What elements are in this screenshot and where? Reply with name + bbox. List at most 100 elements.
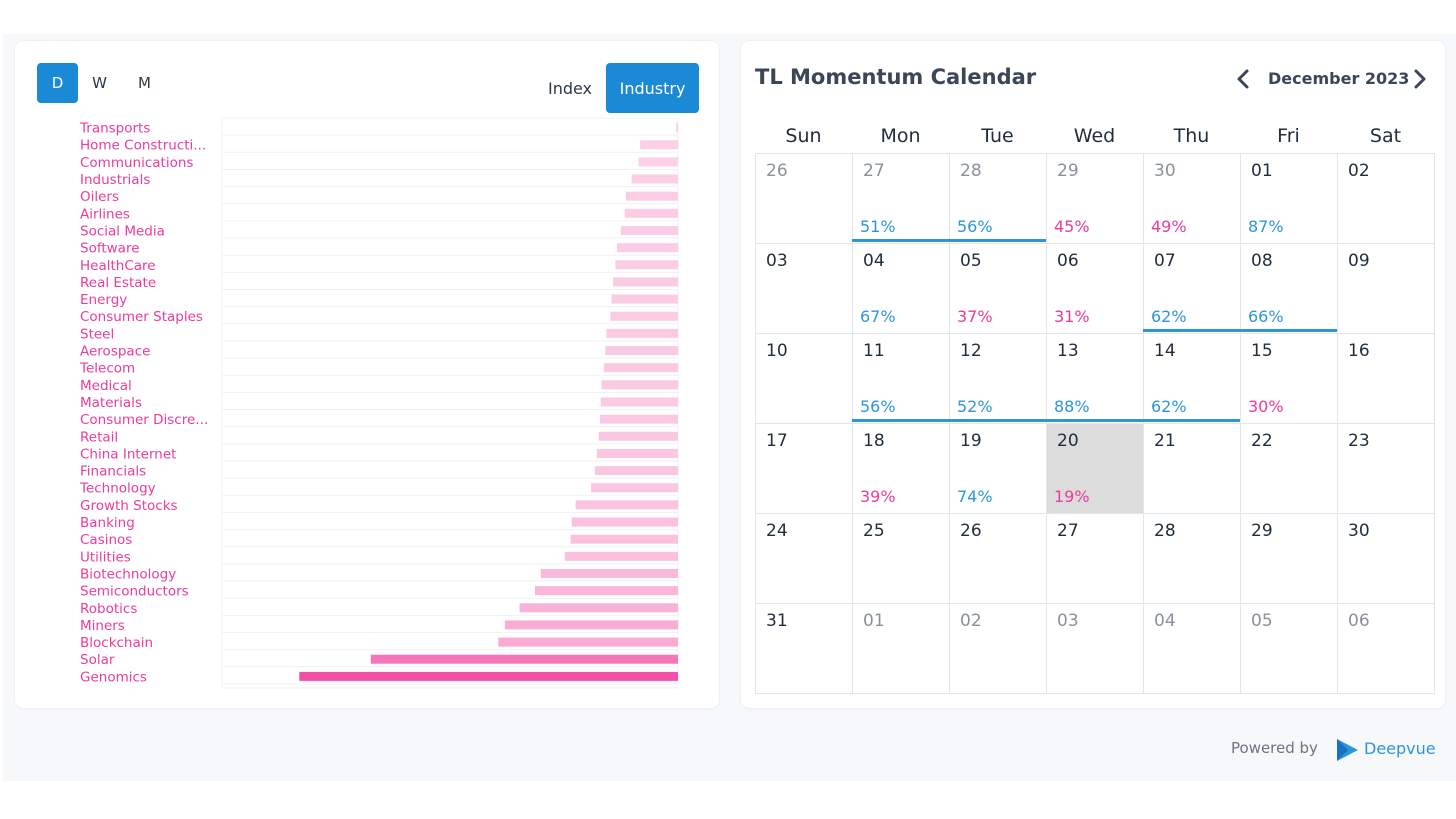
calendar-day-cell[interactable]: 01 87% (1240, 153, 1338, 244)
day-number: 03 (766, 251, 788, 271)
calendar-day-cell[interactable]: 03 (755, 243, 853, 334)
calendar-day-cell[interactable]: 06 31% (1046, 243, 1144, 334)
day-number: 03 (1057, 611, 1079, 631)
chevron-left-icon[interactable] (1233, 67, 1255, 91)
calendar-day-cell[interactable]: 26 (755, 153, 853, 244)
calendar-day-cell[interactable]: 31 (755, 603, 853, 694)
day-number: 04 (863, 251, 885, 271)
industry-bar[interactable] (504, 620, 678, 630)
industry-bar[interactable] (631, 174, 678, 184)
industry-bar[interactable] (610, 311, 678, 321)
calendar-day-cell[interactable]: 18 39% (852, 423, 950, 514)
day-number: 06 (1057, 251, 1079, 271)
industry-bar[interactable] (540, 568, 678, 578)
calendar-day-cell[interactable]: 26 (949, 513, 1047, 604)
calendar-day-cell[interactable]: 27 51% (852, 153, 950, 244)
calendar-day-cell[interactable]: 17 (755, 423, 853, 514)
industry-bar[interactable] (638, 157, 678, 167)
calendar-day-cell[interactable]: 10 (755, 333, 853, 424)
calendar-day-cell[interactable]: 30 49% (1143, 153, 1241, 244)
industry-bar[interactable] (616, 243, 678, 253)
industry-bar[interactable] (613, 277, 678, 287)
calendar-day-cell[interactable]: 02 (1337, 153, 1435, 244)
industry-bar[interactable] (600, 397, 678, 407)
industry-toggle-button[interactable]: Industry (606, 63, 699, 113)
category-label: Robotics (80, 601, 137, 617)
industry-bar[interactable] (611, 294, 678, 304)
category-label: Medical (80, 378, 132, 394)
calendar-day-cell[interactable]: 14 62% (1143, 333, 1241, 424)
calendar-day-cell[interactable]: 04 67% (852, 243, 950, 334)
calendar-day-cell[interactable]: 15 30% (1240, 333, 1338, 424)
calendar-day-cell[interactable]: 09 (1337, 243, 1435, 334)
momentum-percent: 74% (957, 487, 993, 506)
day-number: 30 (1348, 521, 1370, 541)
calendar-day-cell[interactable]: 28 56% (949, 153, 1047, 244)
industry-bar[interactable] (591, 483, 678, 493)
industry-bar[interactable] (599, 414, 678, 424)
calendar-day-cell[interactable]: 30 (1337, 513, 1435, 604)
deepvue-logo-icon[interactable] (1334, 737, 1360, 763)
industry-bar[interactable] (605, 346, 678, 356)
period-day-button[interactable]: D (37, 63, 78, 103)
industry-bar[interactable] (575, 500, 678, 510)
industry-bar[interactable] (601, 380, 678, 390)
industry-bar[interactable] (624, 208, 678, 218)
index-toggle-button[interactable]: Index (547, 78, 593, 98)
calendar-day-cell[interactable]: 06 (1337, 603, 1435, 694)
industry-bar[interactable] (299, 671, 678, 681)
chevron-right-icon[interactable] (1408, 67, 1430, 91)
calendar-day-cell[interactable]: 05 37% (949, 243, 1047, 334)
industry-bar[interactable] (535, 586, 678, 596)
industry-bar[interactable] (596, 448, 678, 458)
calendar-day-cell[interactable]: 01 (852, 603, 950, 694)
industry-bar[interactable] (571, 517, 678, 527)
category-label: Consumer Discre... (80, 412, 208, 428)
calendar-day-cell-today[interactable]: 20 19% (1046, 423, 1144, 514)
period-week-button[interactable]: W (92, 74, 107, 92)
day-number: 29 (1057, 161, 1079, 181)
calendar-day-cell[interactable]: 11 56% (852, 333, 950, 424)
calendar-day-cell[interactable]: 22 (1240, 423, 1338, 514)
day-number: 20 (1057, 431, 1079, 451)
industry-bar[interactable] (498, 637, 678, 647)
industry-bar[interactable] (594, 466, 678, 476)
calendar-day-cell[interactable]: 23 (1337, 423, 1435, 514)
calendar-day-cell[interactable]: 05 (1240, 603, 1338, 694)
deepvue-brand-link[interactable]: Deepvue (1364, 739, 1436, 758)
calendar-day-cell[interactable]: 29 (1240, 513, 1338, 604)
calendar-day-cell[interactable]: 04 (1143, 603, 1241, 694)
industry-bar[interactable] (564, 551, 678, 561)
industry-bar[interactable] (370, 654, 678, 664)
calendar-day-cell[interactable]: 02 (949, 603, 1047, 694)
industry-bar[interactable] (676, 123, 678, 133)
calendar-day-cell[interactable]: 03 (1046, 603, 1144, 694)
industry-bar[interactable] (620, 225, 678, 235)
industry-bar[interactable] (606, 328, 678, 338)
period-month-button[interactable]: M (138, 74, 151, 92)
calendar-day-cell[interactable]: 28 (1143, 513, 1241, 604)
calendar-day-cell[interactable]: 29 45% (1046, 153, 1144, 244)
calendar-day-cell[interactable]: 13 88% (1046, 333, 1144, 424)
calendar-day-cell[interactable]: 08 66% (1240, 243, 1338, 334)
industry-bar[interactable] (519, 603, 678, 613)
industry-bar[interactable] (570, 534, 678, 544)
calendar-day-cell[interactable]: 12 52% (949, 333, 1047, 424)
day-number: 26 (766, 161, 788, 181)
industry-bar[interactable] (615, 260, 678, 270)
momentum-percent: 45% (1054, 217, 1090, 236)
category-label: Semiconductors (80, 584, 189, 600)
calendar-day-cell[interactable]: 07 62% (1143, 243, 1241, 334)
calendar-day-cell[interactable]: 27 (1046, 513, 1144, 604)
day-number: 09 (1348, 251, 1370, 271)
calendar-day-cell[interactable]: 24 (755, 513, 853, 604)
calendar-day-cell[interactable]: 25 (852, 513, 950, 604)
industry-bar[interactable] (603, 363, 678, 373)
calendar-day-cell[interactable]: 19 74% (949, 423, 1047, 514)
calendar-day-cell[interactable]: 21 (1143, 423, 1241, 514)
industry-bar[interactable] (598, 431, 678, 441)
momentum-percent: 62% (1151, 397, 1187, 416)
calendar-day-cell[interactable]: 16 (1337, 333, 1435, 424)
industry-bar[interactable] (625, 191, 678, 201)
industry-bar[interactable] (640, 140, 678, 150)
